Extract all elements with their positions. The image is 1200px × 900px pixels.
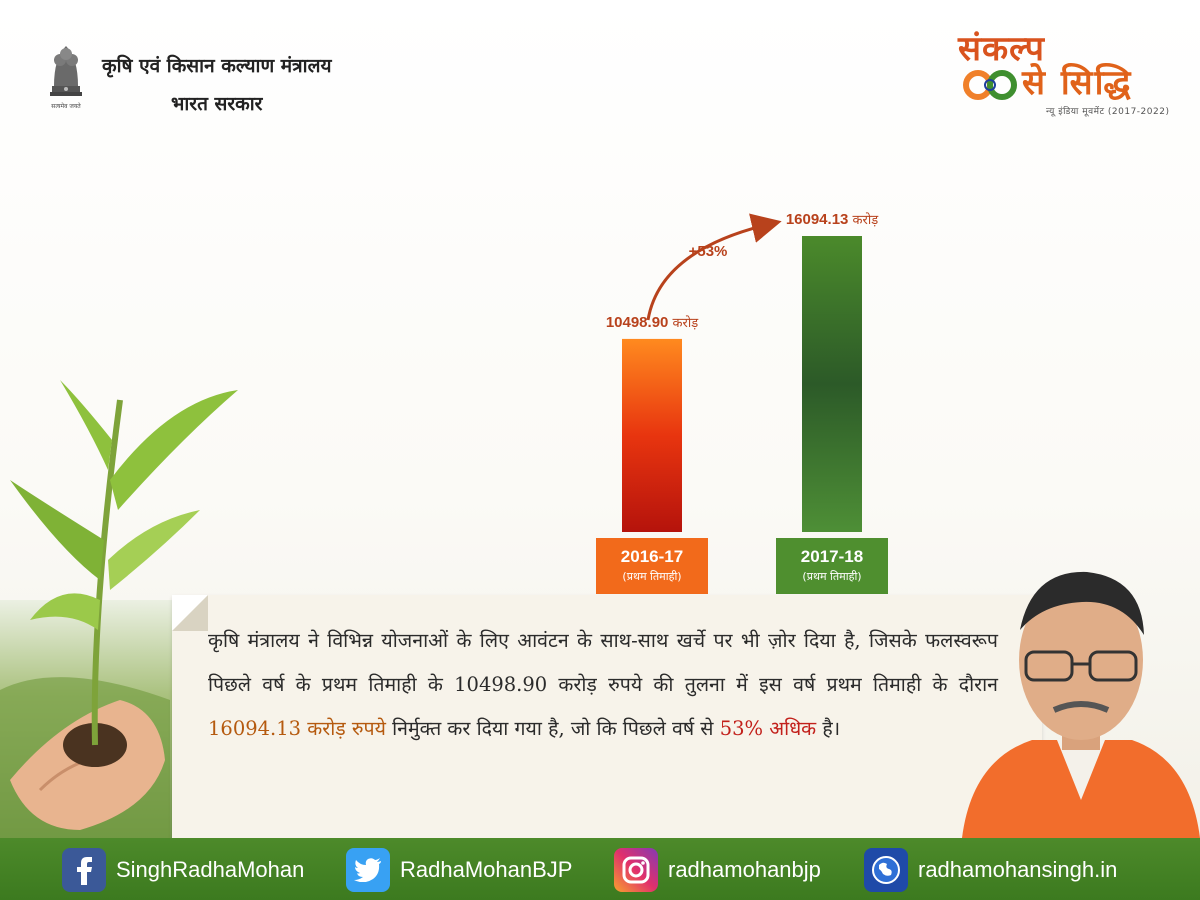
twitter-icon	[346, 848, 390, 892]
website-link[interactable]: radhamohansingh.in	[864, 848, 1117, 892]
category-label-2016-17: 2016-17	[621, 547, 683, 566]
instagram-handle: radhamohanbjp	[668, 857, 821, 882]
government-name: भारत सरकार	[171, 93, 263, 115]
category-label-box-2017-18	[776, 538, 888, 594]
growth-label: +53%	[689, 243, 728, 260]
message-part1: कृषि मंत्रालय ने विभिन्न योजनाओं के लिए …	[208, 629, 998, 696]
social-footer: SinghRadhaMohan RadhaMohanBJP radhamohan…	[0, 838, 1200, 900]
instagram-icon	[614, 848, 658, 892]
message-text: कृषि मंत्रालय ने विभिन्न योजनाओं के लिए …	[208, 619, 998, 751]
bar-2017-18	[802, 236, 862, 532]
facebook-handle: SinghRadhaMohan	[116, 857, 305, 882]
facebook-link[interactable]: SinghRadhaMohan	[62, 848, 304, 892]
growth-arrow	[646, 213, 782, 321]
twitter-handle: RadhaMohanBJP	[400, 857, 573, 882]
message-highlight-amount: 16094.13 करोड़ रुपये	[208, 717, 386, 740]
ministry-header: सत्यमेव जयते कृषि एवं किसान कल्याण मंत्र…	[44, 38, 331, 116]
brand-tagline: न्यू इंडिया मूवमेंट (2017-2022)	[1046, 107, 1170, 117]
folded-corner	[172, 595, 208, 631]
message-part2: निर्मुक्त कर दिया गया है, जो कि पिछले वर…	[385, 717, 720, 740]
message-highlight-percent: 53% अधिक	[719, 717, 817, 740]
allocation-bar-chart: 2016-17 (प्रथम तिमाही) 10498.90 करोड़ 2017-…	[596, 211, 888, 594]
minister-portrait	[962, 571, 1200, 838]
message-box: कृषि मंत्रालय ने विभिन्न योजनाओं के लिए …	[172, 595, 1042, 840]
instagram-link[interactable]: radhamohanbjp	[614, 848, 821, 892]
sankalp-se-siddhi-logo: संकल्प से सिद्धि न्यू इंडिया मूवमेंट (20…	[958, 24, 1178, 117]
value-label-2017-18: 16094.13 करोड़	[786, 211, 879, 228]
twitter-link[interactable]: RadhaMohanBJP	[346, 848, 572, 892]
category-label-box-2016-17	[596, 538, 708, 594]
seedling-in-hand-illustration	[0, 380, 238, 840]
globe-icon	[864, 848, 908, 892]
category-sublabel-2017-18: (प्रथम तिमाही)	[802, 570, 861, 583]
emblem-motto: सत्यमेव जयते	[51, 102, 81, 110]
message-part3: है।	[816, 717, 841, 740]
ministry-name: कृषि एवं किसान कल्याण मंत्रालय	[102, 55, 332, 77]
facebook-icon	[62, 848, 106, 892]
bar-2016-17	[622, 338, 682, 532]
value-label-2016-17: 10498.90 करोड़	[606, 314, 699, 331]
tricolor-rings-icon	[963, 70, 1017, 100]
brand-line1: संकल्प	[958, 29, 1045, 69]
national-emblem-icon: सत्यमेव जयते	[50, 46, 82, 110]
brand-line2: से सिद्धि	[1022, 63, 1133, 103]
category-sublabel-2016-17: (प्रथम तिमाही)	[622, 570, 681, 583]
category-label-2017-18: 2017-18	[801, 547, 863, 566]
website-url: radhamohansingh.in	[918, 857, 1118, 882]
